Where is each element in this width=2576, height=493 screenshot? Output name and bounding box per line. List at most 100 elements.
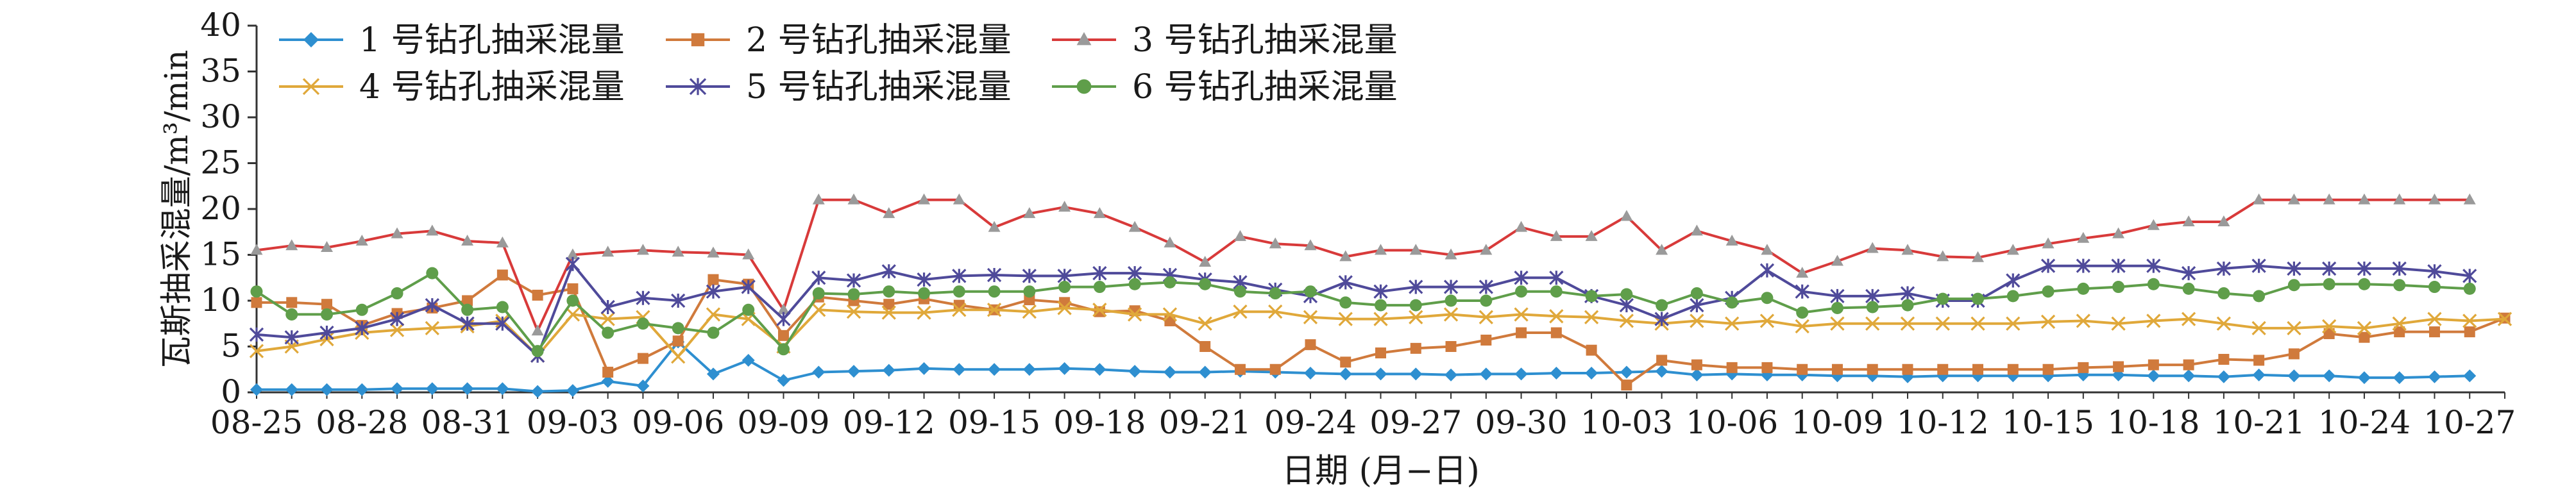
x-tick-label: 09-09 [737,404,829,441]
series-marker [1339,250,1352,262]
series-marker [1092,265,1107,281]
series-marker [1164,276,1176,288]
series-marker [2322,319,2337,334]
series-marker [2287,369,2301,383]
series-marker [600,312,615,326]
series-marker [882,363,895,377]
series-marker [495,316,510,331]
series-marker [1656,244,1668,255]
series-marker [319,325,334,340]
series-marker [249,344,264,358]
series-line [257,340,2470,393]
series-marker [1795,284,1809,299]
series-marker [1726,362,1738,373]
legend-label: 2 号钻孔抽采混量 [746,21,1012,60]
series-marker [462,295,473,306]
series-marker [426,267,439,280]
series-marker [1375,299,1387,312]
series-marker [1076,32,1092,46]
series-marker [1550,230,1563,241]
series-marker [636,244,649,255]
series-marker [2497,312,2512,326]
series-marker [1972,292,1985,305]
series-marker [2076,313,2090,328]
series-marker [2112,227,2125,238]
series-marker [881,264,896,279]
series-marker [777,343,790,356]
series-2 [251,269,2511,391]
series-marker [1199,255,1212,267]
series-marker [1690,224,1703,236]
series-marker [1761,362,1773,373]
series-marker [1128,265,1142,281]
series-marker [636,317,649,330]
series-marker [566,384,579,397]
series-marker [1305,339,1316,351]
series-marker [707,326,720,339]
series-marker [1094,306,1105,317]
series-marker [1516,327,1527,338]
series-marker [1445,368,1458,381]
series-marker [1057,269,1072,283]
x-tick-label: 09-18 [1053,404,1146,441]
x-tick-label: 09-27 [1369,404,1462,441]
series-marker [883,207,895,219]
series-marker [2042,237,2055,249]
series-marker [2112,281,2125,294]
series-marker [1831,255,1843,266]
series-marker [2146,258,2161,273]
series-marker [460,316,475,331]
series-marker [1093,281,1106,294]
x-tick-label: 09-15 [948,404,1040,441]
series-marker [1443,280,1459,294]
series-marker [1303,310,1318,324]
series-marker [847,193,860,205]
series-marker [2393,279,2406,292]
series-marker [918,193,931,205]
series-marker [496,269,508,281]
y-tick-label: 30 [200,98,241,135]
series-marker [2078,362,2089,373]
x-tick-label: 09-12 [843,404,935,441]
series-marker [741,280,756,294]
series-marker [706,367,720,381]
series-marker [1057,301,1072,315]
series-marker [1162,307,1178,322]
series-marker [846,273,861,288]
series-marker [1128,365,1142,378]
legend-label: 5 号钻孔抽采混量 [746,68,1012,106]
series-marker [1585,366,1598,380]
series-marker [2042,363,2054,375]
series-marker [1024,294,1035,306]
series-marker [1373,284,1388,299]
series-marker [1058,362,1071,375]
series-marker [2464,326,2475,338]
series-marker [1022,363,1036,376]
series-marker [1970,316,1985,331]
series-marker [2287,279,2300,292]
series-marker [1233,285,1246,298]
series-marker [636,290,650,305]
x-tick-label: 08-25 [210,404,303,441]
series-marker [2288,348,2300,360]
series-marker [1409,310,1423,324]
series-marker [426,224,439,236]
series-marker [988,221,1001,232]
series-marker [1198,365,1212,379]
series-1 [250,335,2477,398]
series-marker [1164,236,1176,247]
series-marker [1445,248,1457,260]
series-marker [847,288,860,301]
series-marker [1936,250,1949,262]
series-marker [321,308,334,321]
series-marker [2006,316,2021,331]
series-marker [1480,244,1493,255]
x-tick-label: 10-15 [2002,404,2094,441]
series-marker [691,33,705,47]
series-marker [1338,312,1353,326]
series-marker [1199,341,1211,352]
series-marker [389,322,405,337]
series-marker [1972,251,1985,262]
series-marker [2147,369,2160,383]
series-marker [2217,215,2230,227]
